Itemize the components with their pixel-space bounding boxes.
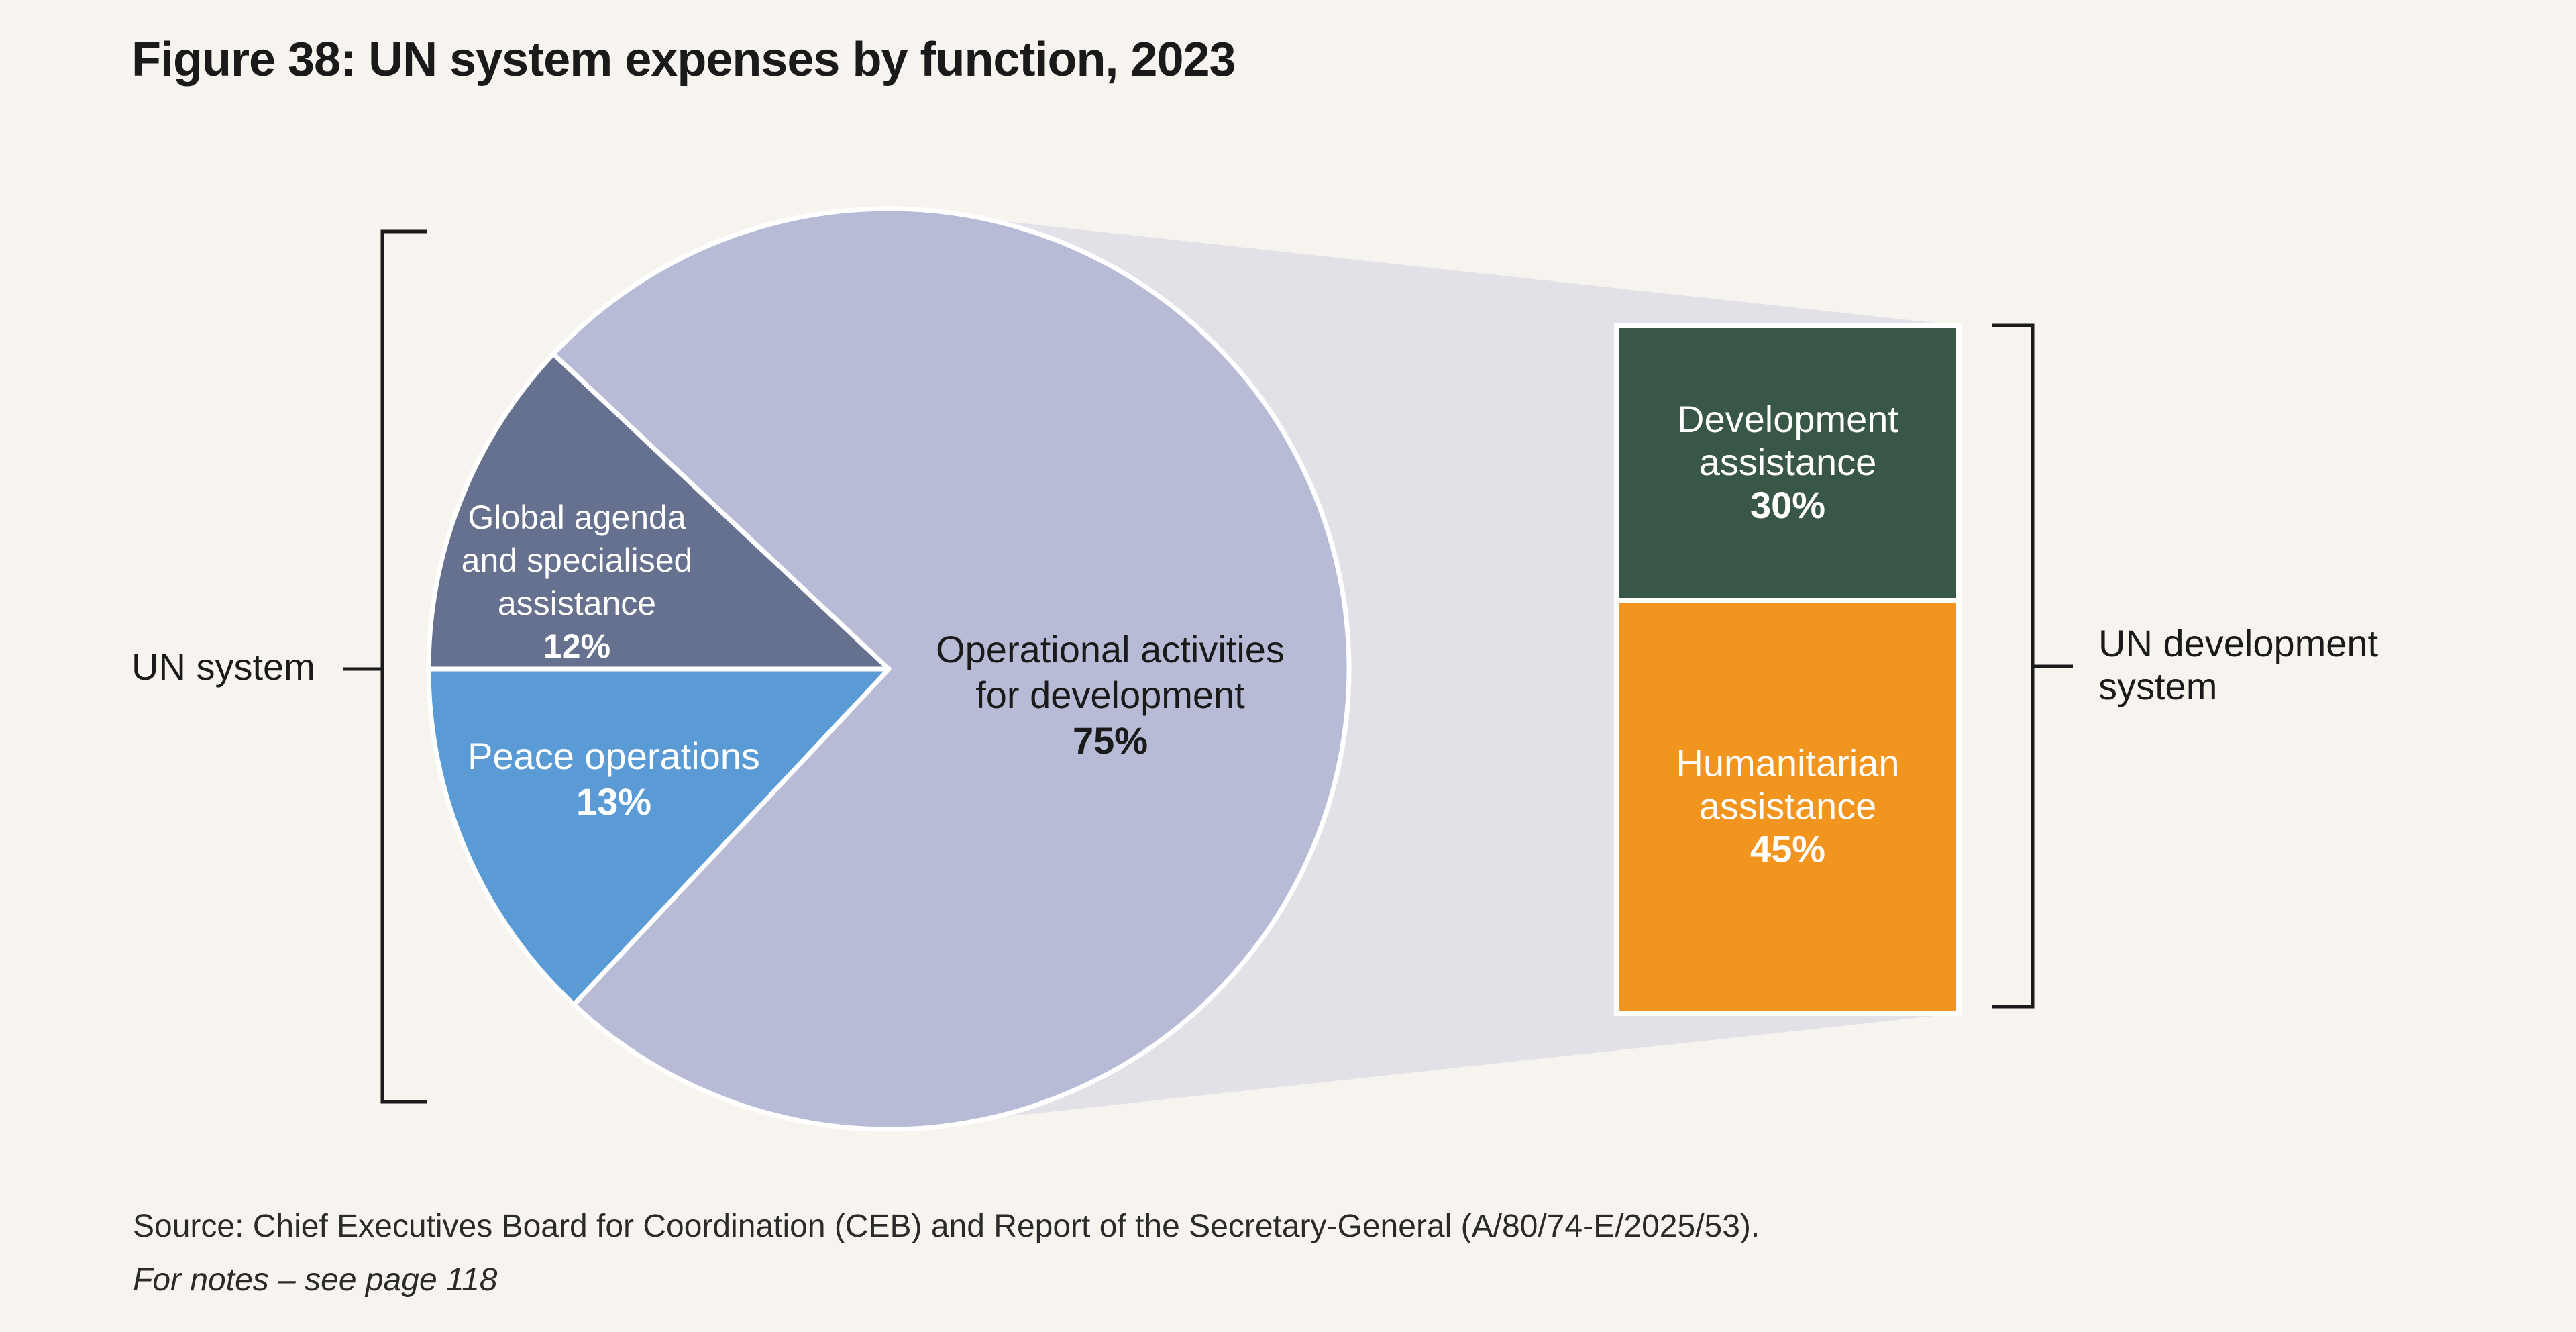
pie-label-global-line: assistance [498, 584, 656, 622]
un-development-system-label-line: UN development [2098, 622, 2379, 664]
pie-label-operational-line: Operational activities [936, 628, 1285, 670]
pie-label-peace-value: 13% [576, 780, 651, 823]
un-system-bracket [380, 229, 427, 1104]
brackets [343, 229, 2073, 1104]
un-system-label-line: UN system [131, 646, 315, 688]
pie-label-peace-line: Peace operations [468, 735, 760, 777]
pie-slice-peace [426, 666, 892, 1007]
pie-label-operational-line: for development [975, 674, 1245, 716]
pie-slice-operational [551, 206, 1352, 1132]
bar-segment-humanitarian [1614, 598, 1962, 1016]
bar-label-development-line: Development [1677, 398, 1898, 440]
pie-label-global-value: 12% [543, 627, 610, 665]
stacked-bar-chart [1614, 323, 1962, 1016]
bar-label-development-line: assistance [1699, 441, 1877, 483]
pie-label-global-line: and specialised [462, 542, 693, 579]
un-development-system-bracket [1992, 323, 2035, 1009]
figure-title: Figure 38: UN system expenses by functio… [131, 33, 1236, 87]
pie-label-global-line: Global agenda [468, 499, 686, 536]
bar-label-development-value: 30% [1750, 484, 1825, 526]
pie-label-global: Global agenda and specialised assistance 12… [462, 499, 693, 665]
pie-slice-global [426, 351, 892, 672]
bar-label-humanitarian-line: assistance [1699, 785, 1877, 827]
source-note: Source: Chief Executives Board for Coord… [133, 1209, 1760, 1244]
pie-chart [426, 206, 1352, 1132]
pie-label-operational-value: 75% [1073, 719, 1148, 762]
un-development-system-label-line: system [2098, 665, 2217, 707]
bar-label-humanitarian-value: 45% [1750, 828, 1825, 870]
notes-reference: For notes – see page 118 [133, 1262, 498, 1298]
un-system-label: UN system [131, 646, 315, 688]
bar-label-humanitarian-line: Humanitarian [1676, 742, 1899, 784]
bar-segment-development [1614, 323, 1962, 603]
